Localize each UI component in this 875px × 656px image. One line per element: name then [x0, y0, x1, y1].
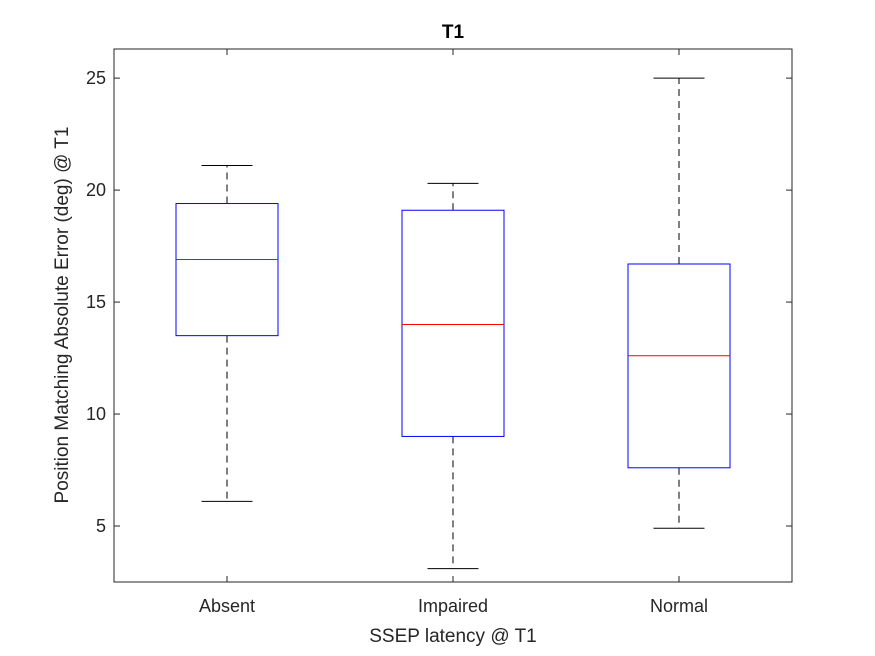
ticks-layer: 5 10 15 20 25 Absent Impaired Normal	[86, 49, 792, 616]
x-tick-label: Impaired	[418, 596, 488, 616]
chart-title: T1	[442, 22, 465, 43]
y-axis-label: Position Matching Absolute Error (deg) @…	[52, 127, 73, 504]
y-tick-label: 15	[86, 292, 106, 312]
boxes-layer	[175, 77, 731, 570]
box-absent	[175, 164, 279, 502]
y-tick-label: 10	[86, 404, 106, 424]
box-normal	[627, 77, 731, 529]
box-iqr	[401, 209, 505, 437]
y-tick-label: 5	[96, 516, 106, 536]
box-iqr	[175, 203, 279, 337]
y-tick-label: 25	[86, 68, 106, 88]
box-impaired	[401, 182, 505, 570]
y-tick-label: 20	[86, 180, 106, 200]
plot-frame	[113, 48, 793, 583]
box-iqr	[627, 263, 731, 469]
x-tick-label: Absent	[199, 596, 255, 616]
x-axis-label: SSEP latency @ T1	[369, 626, 537, 647]
x-tick-label: Normal	[650, 596, 708, 616]
